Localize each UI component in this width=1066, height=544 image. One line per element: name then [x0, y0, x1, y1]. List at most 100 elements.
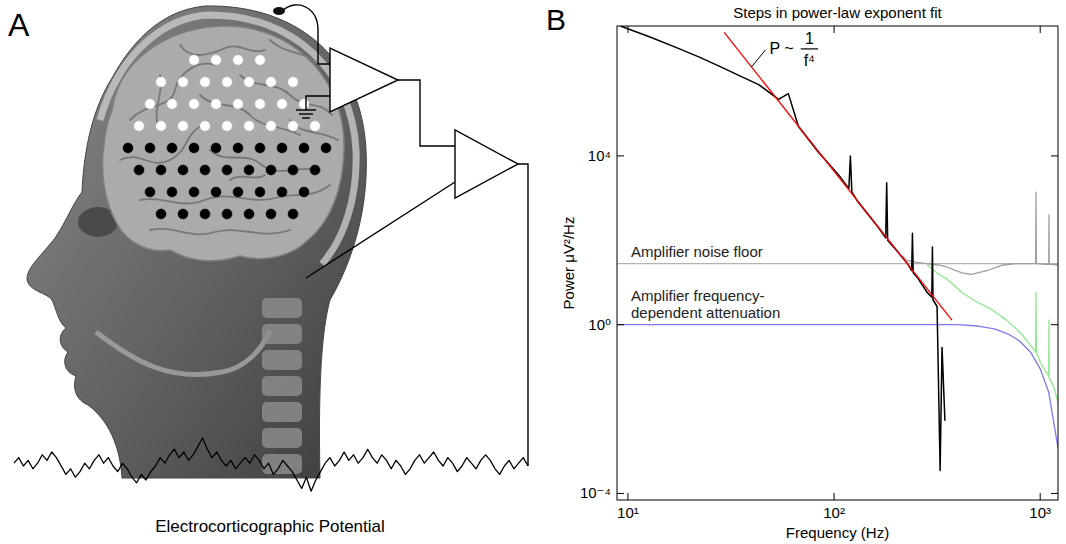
- electrode: [167, 143, 177, 153]
- electrode: [178, 165, 188, 175]
- electrode: [200, 121, 210, 131]
- caption: Electrocorticographic Potential: [155, 517, 385, 536]
- vertebra: [262, 298, 302, 318]
- electrode: [233, 99, 243, 109]
- electrode: [211, 55, 221, 65]
- label-line: Amplifier frequency-: [631, 287, 764, 304]
- amplifier: [455, 130, 518, 198]
- annotation-denominator: f⁴: [804, 52, 815, 69]
- electrode: [277, 187, 287, 197]
- vertebra: [262, 350, 302, 370]
- y-tick: [617, 493, 624, 494]
- electrode: [255, 187, 265, 197]
- brain: [103, 26, 345, 261]
- reference-electrode: [273, 7, 285, 15]
- electrode: [288, 77, 298, 87]
- electrode: [244, 165, 254, 175]
- ground-symbol: [296, 109, 316, 110]
- electrode: [189, 187, 199, 197]
- electrode: [299, 187, 309, 197]
- chart-title: Steps in power-law exponent fit: [733, 4, 942, 21]
- electrode: [244, 121, 254, 131]
- electrode: [156, 165, 166, 175]
- amplifier: [330, 48, 398, 112]
- electrode: [222, 209, 232, 219]
- panel-label: A: [8, 7, 30, 43]
- series-line: [927, 265, 1058, 402]
- electrode: [266, 121, 276, 131]
- series-label: Amplifier noise floor: [631, 243, 763, 260]
- electrode: [156, 209, 166, 219]
- reference-wire: [283, 5, 330, 64]
- y-tick: [1051, 155, 1058, 156]
- electrode: [266, 165, 276, 175]
- electrode: [310, 165, 320, 175]
- electrode-wire: [306, 182, 455, 278]
- y-tick-label: 10⁻⁴: [580, 484, 611, 501]
- electrode: [211, 143, 221, 153]
- x-tick: [627, 26, 628, 33]
- y-tick: [1051, 324, 1058, 325]
- electrode: [255, 99, 265, 109]
- gyrus: [180, 45, 265, 55]
- electrode: [145, 99, 155, 109]
- ground-symbol: [299, 113, 313, 114]
- electrode: [244, 209, 254, 219]
- electrode: [134, 121, 144, 131]
- plot-frame: [617, 26, 1058, 500]
- series-line: [617, 325, 1058, 448]
- gyrus: [230, 175, 265, 180]
- series-label: Amplifier frequency-dependent attenuatio…: [631, 287, 780, 321]
- annotation-numerator: 1: [805, 30, 814, 47]
- x-tick-label: 10²: [823, 504, 845, 521]
- ground-symbol: [302, 117, 310, 118]
- label-line: dependent attenuation: [631, 304, 780, 321]
- electrode: [266, 209, 276, 219]
- electrode: [178, 77, 188, 87]
- electrode: [299, 143, 309, 153]
- electrode: [178, 209, 188, 219]
- head-silhouette: [27, 6, 366, 478]
- series-line: [617, 263, 1058, 264]
- electrode: [288, 209, 298, 219]
- x-tick: [834, 26, 835, 33]
- x-axis-title: Frequency (Hz): [786, 524, 889, 541]
- electrode: [145, 187, 155, 197]
- electrode: [145, 143, 155, 153]
- panel-b: 10¹10²10³10⁻⁴10⁰10⁴Amplifier noise floor…: [546, 3, 1058, 541]
- y-tick: [617, 155, 624, 156]
- electrode: [200, 77, 210, 87]
- x-tick: [834, 493, 835, 500]
- x-tick: [1040, 493, 1041, 500]
- electrode: [288, 165, 298, 175]
- figure: Electrocorticographic PotentialA10¹10²10…: [0, 0, 1066, 544]
- electrode: [255, 55, 265, 65]
- y-tick: [1051, 493, 1058, 494]
- electrode: [167, 99, 177, 109]
- electrode: [178, 121, 188, 131]
- ticks: 10¹10²10³10⁻⁴10⁰10⁴: [580, 26, 1058, 521]
- output-wire: [518, 164, 528, 466]
- x-tick: [627, 493, 628, 500]
- series-line: [620, 26, 944, 471]
- electrode: [200, 209, 210, 219]
- electrode: [255, 143, 265, 153]
- ecog-trace: [14, 438, 528, 491]
- series-group: [617, 26, 1058, 471]
- electrode: [233, 55, 243, 65]
- electrode: [189, 55, 199, 65]
- electrode: [189, 99, 199, 109]
- vertebra: [262, 402, 302, 422]
- gyrus: [200, 95, 300, 135]
- plot-background: [617, 26, 1058, 500]
- jaw-bone: [96, 330, 270, 375]
- ground-wire: [306, 96, 330, 110]
- y-tick: [617, 324, 624, 325]
- annotation-text: P ~: [770, 40, 794, 57]
- panel-label: B: [546, 3, 566, 36]
- electrode: [156, 121, 166, 131]
- label-line: Amplifier noise floor: [631, 243, 763, 260]
- gyrus: [130, 64, 215, 120]
- electrode: [233, 143, 243, 153]
- x-tick: [1040, 26, 1041, 33]
